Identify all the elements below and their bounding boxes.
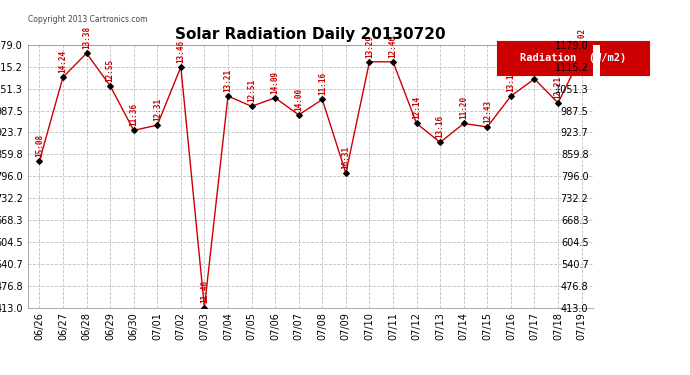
Point: [553, 100, 564, 106]
Point: [458, 120, 469, 126]
Text: 12:14: 12:14: [412, 96, 421, 119]
Text: 12:43: 12:43: [483, 100, 492, 123]
Point: [222, 93, 233, 99]
Point: [81, 50, 92, 56]
Text: 14:09: 14:09: [270, 70, 279, 94]
Point: [199, 304, 210, 310]
Point: [175, 64, 186, 70]
Text: 12:55: 12:55: [106, 58, 115, 82]
Text: 13:11: 13:11: [506, 69, 515, 92]
Text: Radiation  (W/m2): Radiation (W/m2): [520, 53, 626, 63]
Point: [57, 74, 68, 80]
Text: 11:36: 11:36: [129, 103, 138, 126]
Text: 13:29: 13:29: [365, 34, 374, 58]
Point: [388, 59, 399, 65]
Text: 14:24: 14:24: [59, 50, 68, 73]
Point: [317, 96, 328, 102]
Text: 12:51: 12:51: [247, 79, 256, 102]
Title: Solar Radiation Daily 20130720: Solar Radiation Daily 20130720: [175, 27, 446, 42]
Point: [340, 170, 351, 176]
Point: [364, 59, 375, 65]
Text: 11:16: 11:16: [318, 72, 327, 95]
Point: [152, 122, 163, 128]
Point: [576, 52, 587, 58]
Text: 13:46: 13:46: [177, 40, 186, 63]
Text: 12:31: 12:31: [152, 98, 161, 121]
Point: [293, 112, 304, 118]
Point: [128, 128, 139, 134]
Text: 12:46: 12:46: [388, 34, 397, 58]
Text: 15:08: 15:08: [35, 134, 44, 157]
Text: 13:21: 13:21: [224, 69, 233, 92]
Point: [105, 83, 116, 89]
Point: [411, 120, 422, 126]
Text: 12:02: 12:02: [577, 28, 586, 51]
Text: 13:16: 13:16: [435, 115, 444, 138]
Text: 11:20: 11:20: [460, 96, 469, 119]
Point: [34, 158, 45, 164]
Point: [505, 93, 516, 99]
Point: [246, 104, 257, 110]
Text: 12:21: 12:21: [553, 76, 562, 99]
Text: 14:00: 14:00: [294, 88, 303, 111]
Text: 13:05: 13:05: [530, 52, 539, 75]
Point: [270, 95, 281, 101]
Point: [482, 124, 493, 130]
Point: [435, 140, 446, 146]
Text: 11:40: 11:40: [200, 280, 209, 303]
Point: [529, 76, 540, 82]
Text: 13:38: 13:38: [82, 26, 91, 49]
Text: 16:31: 16:31: [342, 146, 351, 169]
Text: Copyright 2013 Cartronics.com: Copyright 2013 Cartronics.com: [28, 15, 147, 24]
